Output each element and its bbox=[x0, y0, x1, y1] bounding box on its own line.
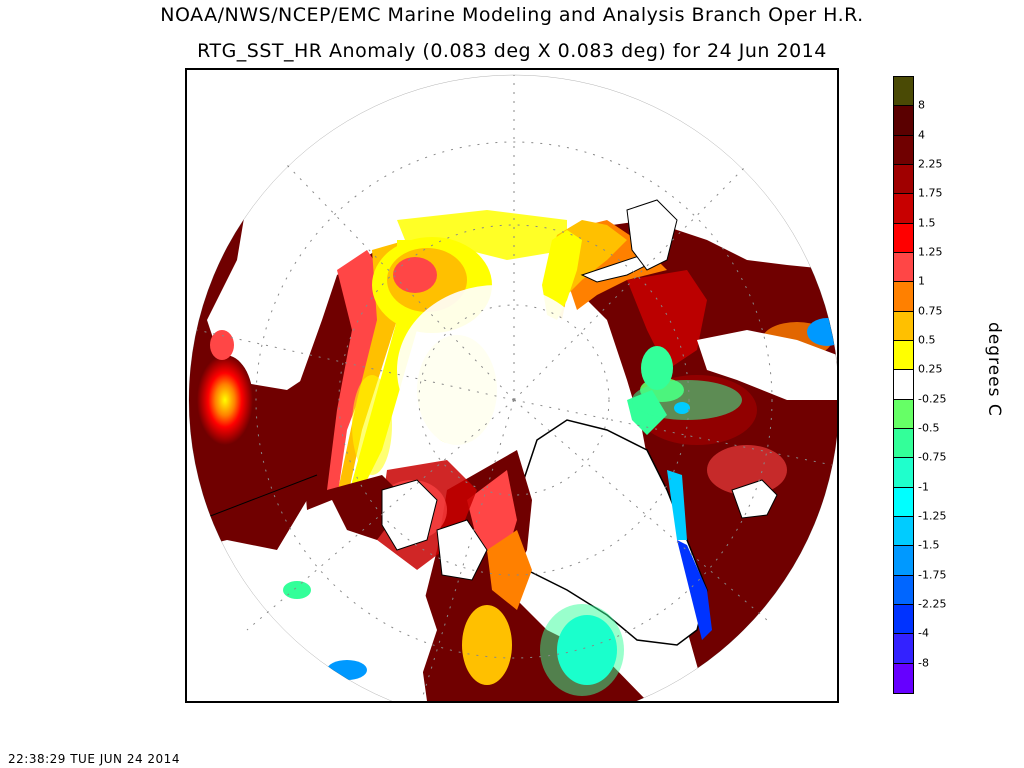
timestamp: 22:38:29 TUE JUN 24 2014 bbox=[8, 752, 180, 766]
colorbar-segment bbox=[894, 77, 913, 107]
colorbar-segment bbox=[894, 282, 913, 312]
colorbar-tick-label: -4 bbox=[918, 626, 929, 640]
sst-anomaly-map bbox=[188, 74, 837, 701]
colorbar-tick-label: 4 bbox=[918, 128, 925, 142]
colorbar-segment bbox=[894, 370, 913, 400]
colorbar-segment bbox=[894, 106, 913, 136]
colorbar-units-label: degrees C bbox=[984, 322, 1004, 417]
colorbar-tick-label: 8 bbox=[918, 98, 925, 112]
colorbar-segment bbox=[894, 458, 913, 488]
colorbar-tick-label: -1.25 bbox=[918, 509, 947, 523]
colorbar-segment bbox=[894, 663, 913, 693]
colorbar-segment bbox=[894, 223, 913, 253]
colorbar-segment bbox=[894, 634, 913, 664]
polar-map bbox=[185, 68, 839, 703]
title-line-1: NOAA/NWS/NCEP/EMC Marine Modeling and An… bbox=[160, 4, 864, 26]
colorbar-tick-label: -1 bbox=[918, 480, 929, 494]
colorbar-segment bbox=[894, 341, 913, 371]
colorbar-tick-label: 1 bbox=[918, 274, 925, 288]
colorbar-tick-label: -0.75 bbox=[918, 450, 947, 464]
colorbar-segment bbox=[894, 194, 913, 224]
colorbar-tick-label: -2.25 bbox=[918, 597, 947, 611]
colorbar-tick-label: 1.5 bbox=[918, 216, 936, 230]
colorbar-segment bbox=[894, 165, 913, 195]
colorbar-tick-label: 0.5 bbox=[918, 333, 936, 347]
colorbar-segment bbox=[894, 487, 913, 517]
colorbar-segment bbox=[894, 311, 913, 341]
colorbar-tick-label: -1.75 bbox=[918, 568, 947, 582]
title-line-2: RTG_SST_HR Anomaly (0.083 deg X 0.083 de… bbox=[197, 40, 827, 62]
colorbar-segment bbox=[894, 135, 913, 165]
colorbar-segment bbox=[894, 429, 913, 459]
colorbar-tick-label: 2.25 bbox=[918, 157, 943, 171]
colorbar-segment bbox=[894, 605, 913, 635]
colorbar-tick-label: 0.75 bbox=[918, 304, 943, 318]
colorbar-tick-label: -1.5 bbox=[918, 538, 940, 552]
colorbar-segment bbox=[894, 517, 913, 547]
colorbar-tick-label: -0.25 bbox=[918, 392, 947, 406]
colorbar-tick-label: -8 bbox=[918, 656, 929, 670]
colorbar-tick-label: 0.25 bbox=[918, 362, 943, 376]
colorbar-segment bbox=[894, 575, 913, 605]
colorbar-segment bbox=[894, 546, 913, 576]
colorbar bbox=[893, 76, 914, 694]
colorbar-tick-label: 1.75 bbox=[918, 186, 943, 200]
colorbar-tick-label: -0.5 bbox=[918, 421, 940, 435]
colorbar-segment bbox=[894, 399, 913, 429]
colorbar-tick-label: 1.25 bbox=[918, 245, 943, 259]
colorbar-segment bbox=[894, 253, 913, 283]
